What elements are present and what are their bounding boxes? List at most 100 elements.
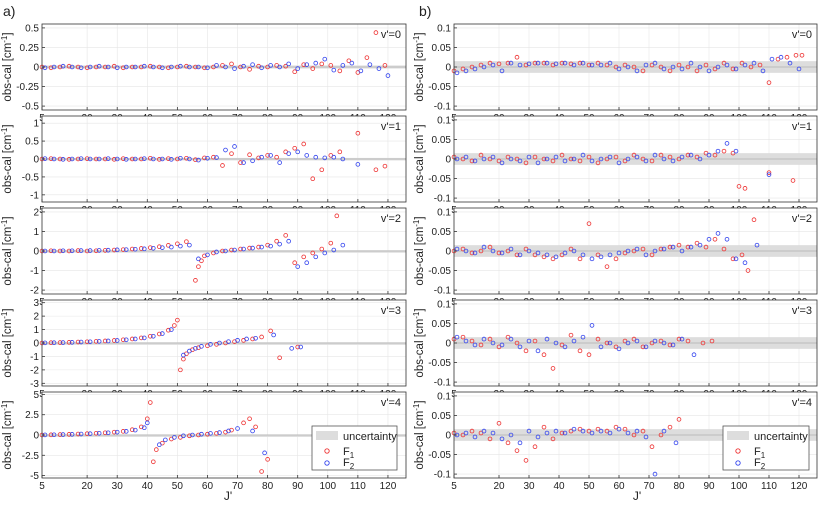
x-tick-label: 20 [82, 481, 94, 492]
f2-point [295, 149, 301, 155]
f2-point [78, 339, 84, 345]
f2-point [96, 156, 102, 162]
y-tick-label: 2.5 [25, 410, 39, 421]
x-tick-label: 60 [202, 481, 214, 492]
f2-point [589, 323, 595, 328]
f1-point [382, 63, 388, 68]
f2-point [472, 434, 478, 440]
f1-point [541, 60, 547, 66]
f2-point [607, 60, 613, 66]
y-axis-label: obs-cal [cm-1] [0, 216, 14, 285]
f1-point [586, 154, 592, 160]
f2-point [178, 63, 183, 69]
f1-point [295, 344, 301, 350]
y-axis-label-close: ] [2, 124, 14, 127]
f2-point [141, 425, 147, 430]
y-tick-label: 0 [445, 155, 451, 166]
y-tick-label: 0.05 [432, 43, 452, 54]
f2-point [250, 158, 255, 164]
f2-point [322, 250, 328, 256]
y-tick-label: -0.1 [434, 194, 452, 205]
y-tick-label: -2.5 [22, 451, 40, 462]
legend-f2-label: F2 [754, 457, 766, 471]
f2-point [661, 340, 667, 346]
f1-point [310, 176, 316, 182]
f2-point [508, 336, 514, 342]
f2-point [517, 252, 523, 258]
f2-point [616, 160, 622, 166]
f2-point [286, 238, 291, 244]
y-axis-label: obs-cal [cm-1] [0, 32, 14, 101]
f2-point [580, 152, 586, 158]
f1-point [658, 432, 664, 438]
f1-point [793, 52, 799, 58]
f1-point [66, 248, 72, 254]
f1-point [214, 431, 219, 436]
y-tick-label: 1 [33, 227, 39, 238]
f2-point [499, 160, 505, 166]
f1-point [586, 352, 592, 358]
f2-point [223, 64, 228, 70]
f1-point [478, 342, 484, 348]
f1-point [75, 339, 81, 345]
f2-point [304, 260, 310, 266]
f2-point [517, 440, 523, 446]
f1-point [559, 152, 565, 158]
vibrational-level-label: v'=0 [792, 29, 812, 41]
vibrational-level-label: v'=1 [792, 121, 812, 133]
f1-point [277, 355, 282, 361]
y-tick-label: 0 [445, 431, 451, 442]
f1-point [147, 63, 153, 69]
f1-point [382, 163, 388, 169]
y-axis-label: obs-cal [cm-1] [412, 216, 426, 285]
f2-point [517, 158, 523, 164]
f2-point [490, 248, 496, 254]
f1-point [745, 268, 751, 273]
f1-point [111, 338, 117, 343]
f2-point [141, 246, 147, 252]
f1-point [202, 155, 207, 161]
f2-point [706, 68, 712, 74]
f1-point [700, 340, 706, 346]
f2-point [715, 231, 721, 236]
f2-point [553, 61, 559, 67]
f1-point [640, 428, 646, 434]
f2-point [132, 427, 138, 433]
f1-point [667, 154, 673, 160]
f2-point [250, 245, 255, 251]
f1-point [487, 244, 493, 250]
y-axis-label: obs-cal [cm-1] [0, 124, 14, 193]
f2-point [187, 348, 192, 354]
f1-point [166, 156, 171, 161]
f2-point [463, 68, 469, 74]
f2-point [160, 331, 165, 336]
f2-point [69, 340, 75, 345]
f2-point [580, 428, 586, 434]
f1-point [193, 278, 198, 283]
f2-point [331, 154, 337, 160]
f2-point [796, 66, 802, 72]
f1-point [640, 246, 646, 252]
f2-point [268, 63, 273, 68]
f1-point [157, 64, 162, 70]
f1-point [577, 348, 583, 354]
f1-point [469, 158, 475, 164]
f2-point [553, 154, 559, 160]
f2-point [385, 73, 391, 78]
f1-point [541, 424, 547, 430]
f2-point [349, 60, 355, 66]
f1-point [238, 64, 243, 70]
f2-point [679, 248, 685, 254]
f1-point [84, 156, 90, 161]
f2-point [517, 62, 523, 68]
y-tick-label: -0.1 [434, 102, 452, 113]
f1-point [256, 155, 261, 161]
f2-point [544, 252, 550, 258]
f1-point [120, 247, 126, 252]
y-axis-label-exponent: -1 [0, 311, 9, 319]
f2-point [661, 156, 667, 162]
f2-point [340, 242, 346, 248]
f2-point [157, 442, 162, 448]
f2-point [481, 64, 487, 70]
f1-point [373, 30, 379, 35]
